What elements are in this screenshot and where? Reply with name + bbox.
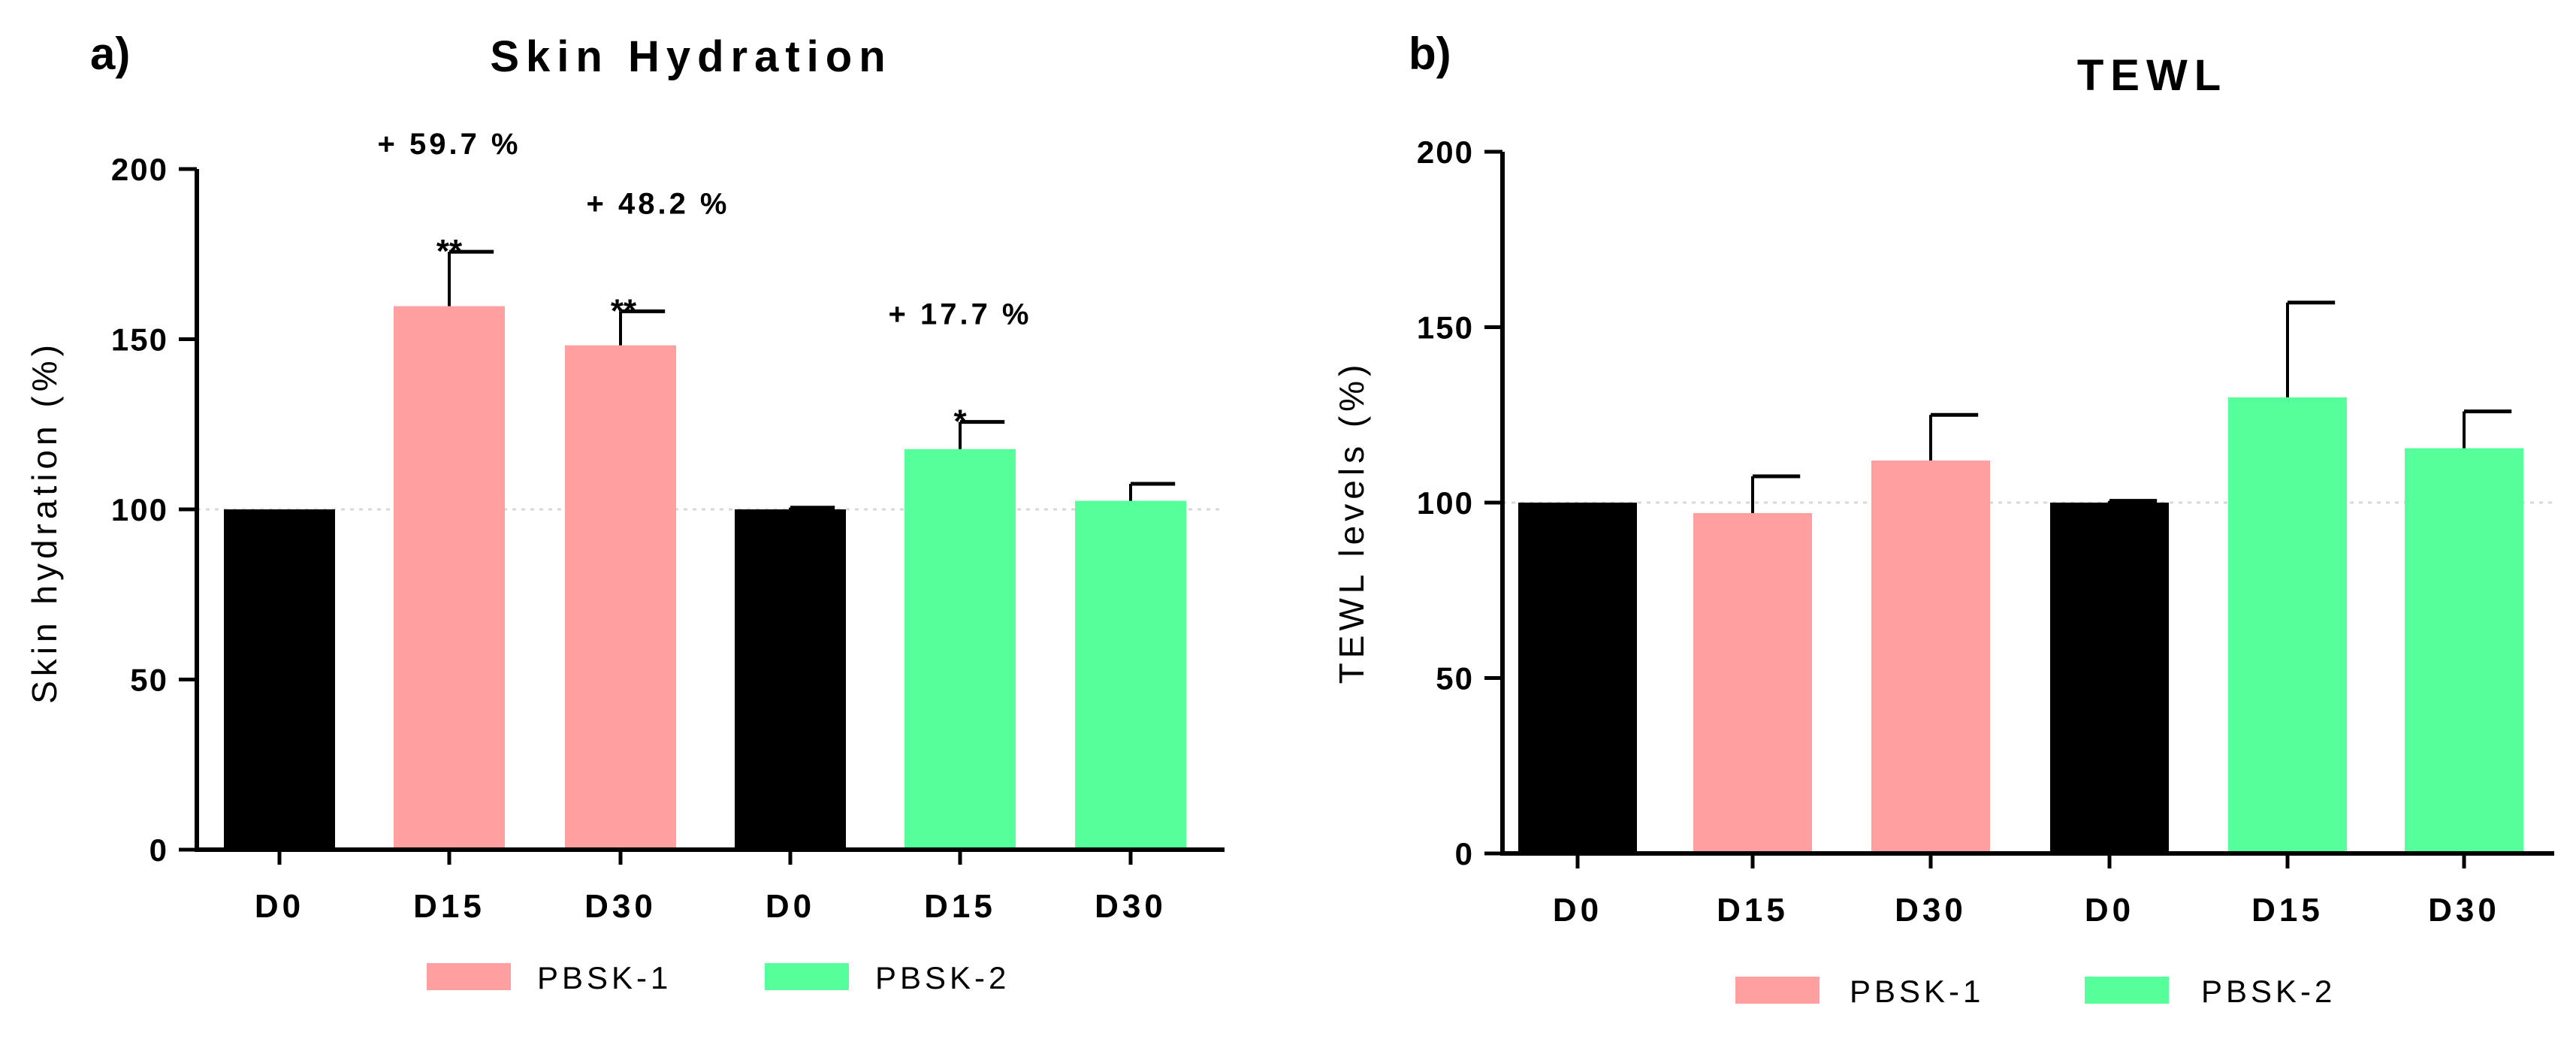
pb-y-tick-label-4: 200 bbox=[1417, 134, 1474, 170]
pb-bar-1 bbox=[1693, 513, 1812, 853]
panel-b-title: TEWL bbox=[2077, 51, 2227, 100]
pa-legend-swatch-1 bbox=[765, 963, 849, 990]
pb-legend-label-0: PBSK-1 bbox=[1850, 974, 1984, 1009]
pa-bar-5 bbox=[1075, 500, 1186, 850]
pa-legend-swatch-0 bbox=[427, 963, 511, 990]
pa-x-tick-label-2: D30 bbox=[584, 888, 657, 925]
pb-y-tick-label-0: 0 bbox=[1455, 836, 1474, 871]
pb-x-tick-label-3: D0 bbox=[2085, 892, 2134, 929]
pb-legend-swatch-0 bbox=[1735, 977, 1820, 1004]
pa-x-tick-label-5: D30 bbox=[1095, 888, 1167, 925]
pa-percent-change-1: + 48.2 % bbox=[586, 187, 729, 220]
pa-bar-3 bbox=[735, 509, 846, 850]
pa-bar-4 bbox=[904, 449, 1016, 850]
pb-bar-3 bbox=[2050, 503, 2169, 853]
pa-significance-0: ** bbox=[436, 233, 463, 270]
pa-y-tick-label-2: 100 bbox=[111, 492, 168, 527]
pb-bar-4 bbox=[2228, 397, 2347, 853]
pa-x-tick-label-3: D0 bbox=[766, 888, 815, 925]
pb-x-tick-label-2: D30 bbox=[1895, 892, 1967, 929]
pa-legend-label-1: PBSK-2 bbox=[875, 960, 1010, 995]
panel-a-y-axis-label: Skin hydration (%) bbox=[25, 340, 64, 704]
pb-y-tick-label-2: 100 bbox=[1417, 485, 1474, 521]
panel-a-skin-hydration: a) Skin Hydration Skin hydration (%) 0 50… bbox=[25, 29, 1225, 995]
pb-y-tick-label-3: 150 bbox=[1417, 310, 1474, 346]
pa-percent-change-0: + 59.7 % bbox=[377, 128, 521, 161]
pb-bar-5 bbox=[2405, 448, 2523, 853]
pa-bar-0 bbox=[224, 509, 335, 850]
pa-y-tick-label-3: 150 bbox=[111, 322, 168, 358]
pa-bar-2 bbox=[565, 345, 676, 850]
pa-y-tick-label-0: 0 bbox=[149, 832, 168, 868]
pb-legend-swatch-1 bbox=[2085, 977, 2169, 1004]
pa-significance-2: * bbox=[953, 403, 967, 440]
pa-y-tick-label-1: 50 bbox=[130, 663, 168, 698]
panel-a-letter: a) bbox=[90, 29, 130, 79]
pb-x-tick-label-4: D15 bbox=[2251, 892, 2324, 929]
panel-a-title: Skin Hydration bbox=[490, 32, 892, 81]
pb-x-tick-label-0: D0 bbox=[1553, 892, 1602, 929]
pa-x-tick-label-4: D15 bbox=[924, 888, 996, 925]
pa-y-tick-label-4: 200 bbox=[111, 152, 168, 187]
pa-percent-change-2: + 17.7 % bbox=[888, 298, 1031, 331]
panel-b-tewl: b) TEWL TEWL levels (%) 0 50 100 150 200 D0 D1… bbox=[1332, 29, 2554, 1009]
pa-significance-1: ** bbox=[611, 292, 637, 329]
pb-legend-label-1: PBSK-2 bbox=[2201, 974, 2336, 1009]
pb-bar-0 bbox=[1518, 503, 1637, 853]
pb-x-tick-label-1: D15 bbox=[1717, 892, 1789, 929]
pa-x-tick-label-1: D15 bbox=[413, 888, 485, 925]
pa-bar-1 bbox=[394, 306, 505, 850]
panel-b-y-axis-label: TEWL levels (%) bbox=[1332, 361, 1371, 684]
panel-b-letter: b) bbox=[1409, 29, 1451, 79]
pa-legend-label-0: PBSK-1 bbox=[537, 960, 672, 995]
pb-y-tick-label-1: 50 bbox=[1436, 661, 1474, 696]
pb-x-tick-label-5: D30 bbox=[2428, 892, 2500, 929]
pb-bar-2 bbox=[1871, 460, 1990, 853]
pa-x-tick-label-0: D0 bbox=[255, 888, 304, 925]
